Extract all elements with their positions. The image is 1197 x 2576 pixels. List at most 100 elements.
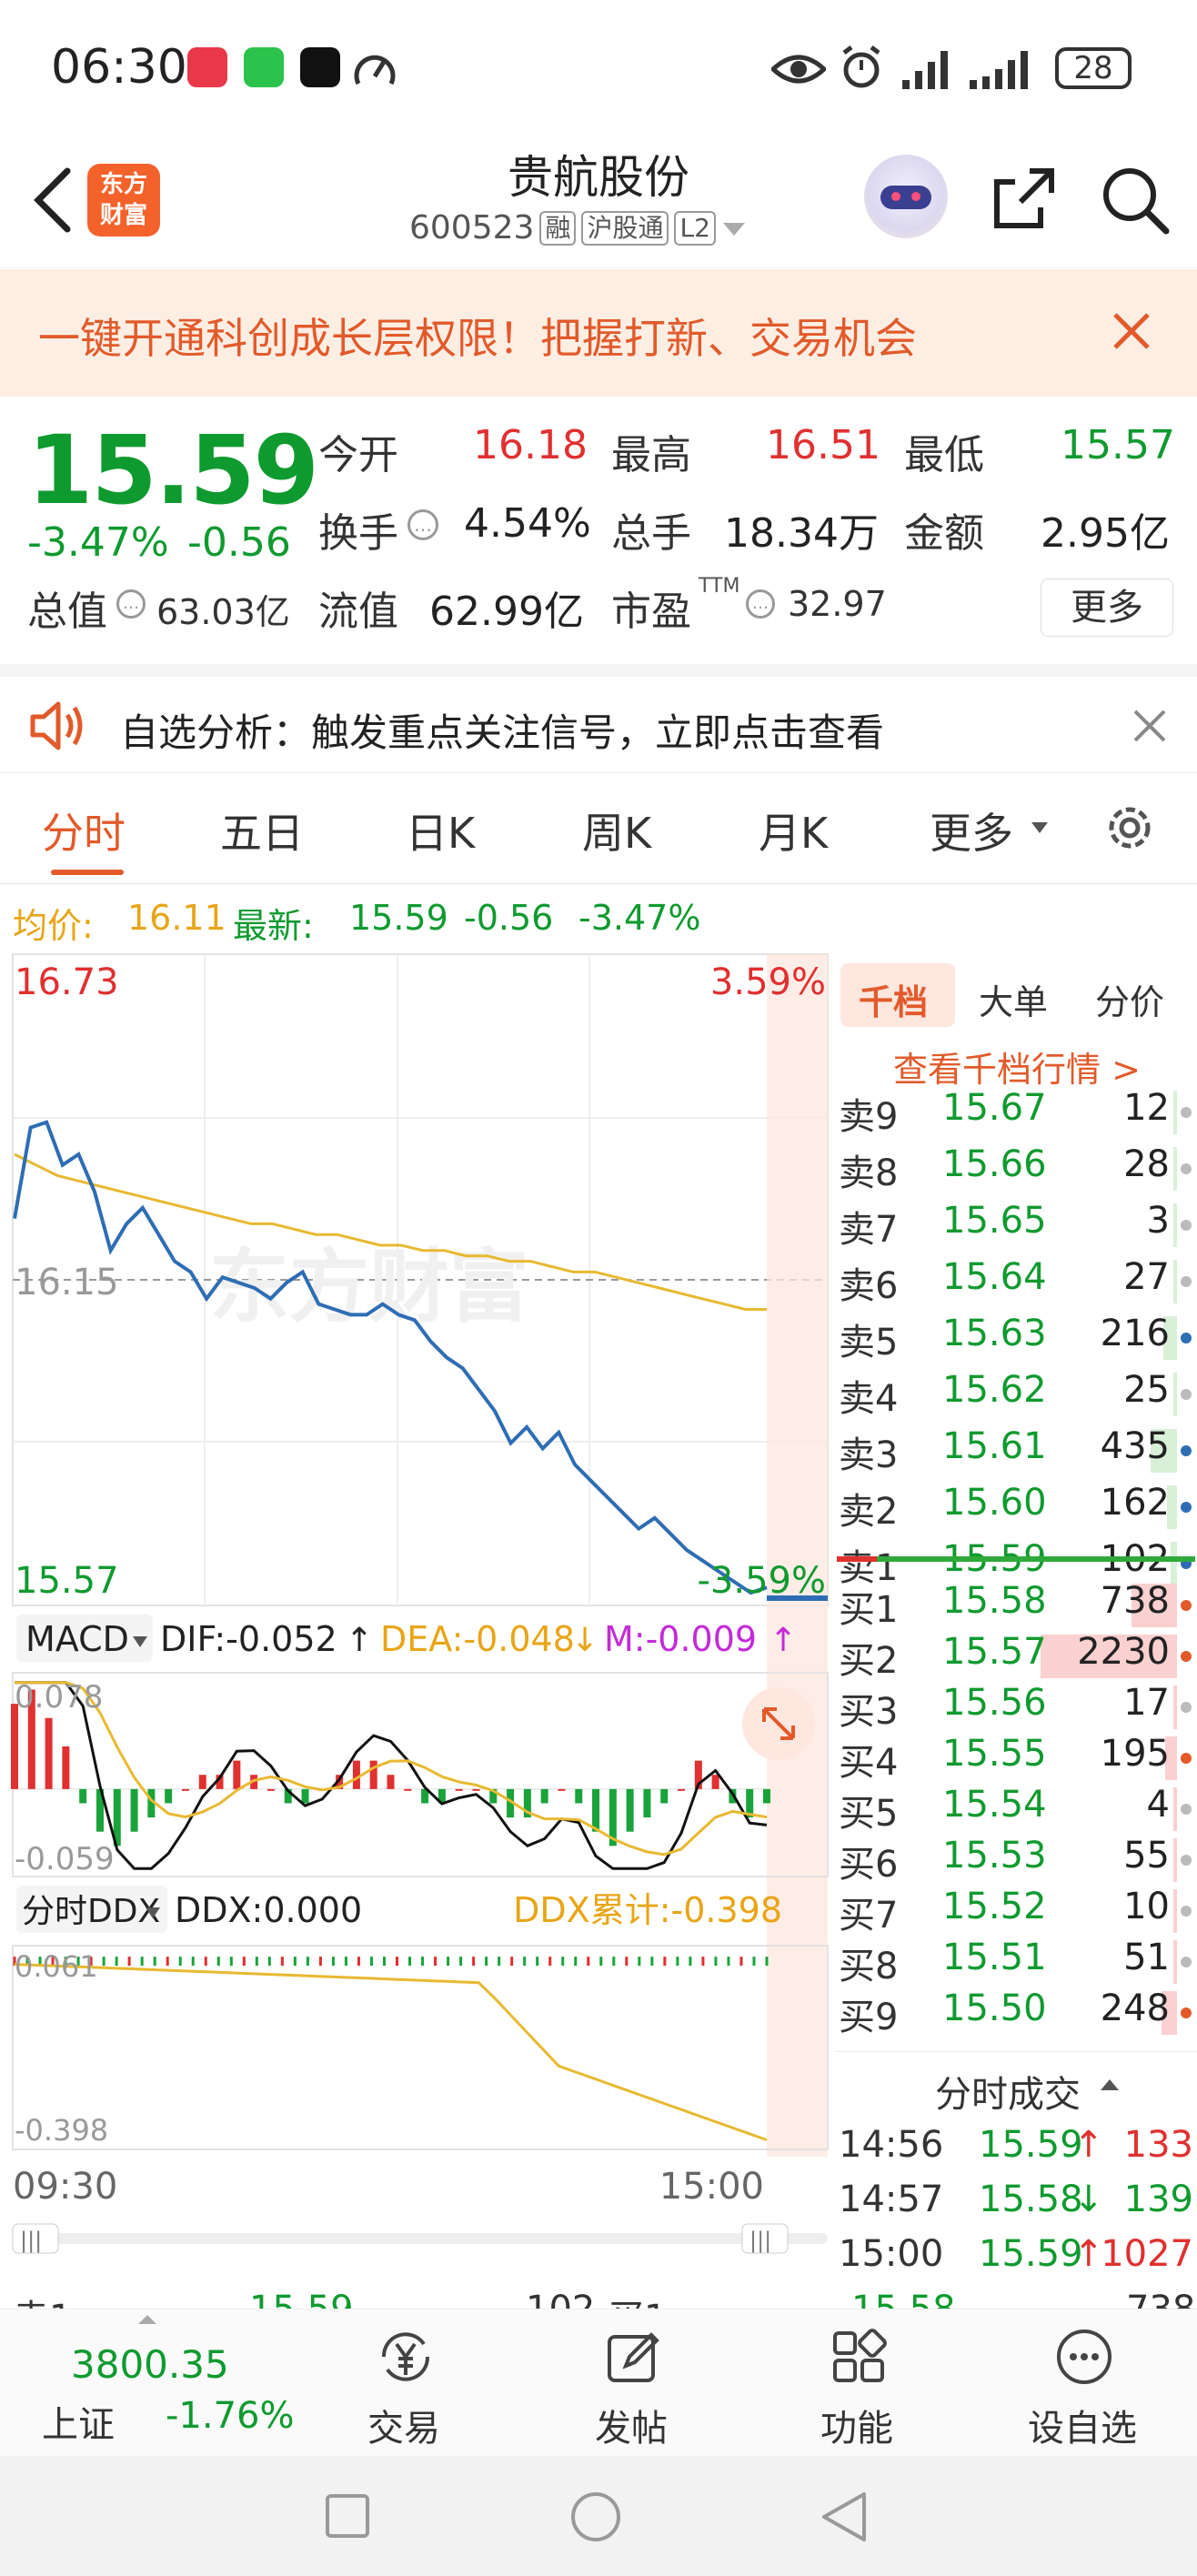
more-button[interactable]: 更多	[1041, 579, 1173, 637]
range-handle-left[interactable]	[12, 2223, 59, 2254]
tab-daily-k[interactable]: 日K	[406, 809, 476, 858]
ddx-bar	[548, 1957, 552, 1967]
share-icon[interactable]	[988, 162, 1061, 235]
ask-row[interactable]: 卖7 15.65 3	[835, 1200, 1197, 1251]
ddx-bar	[127, 1957, 131, 1967]
change-amount: -0.56	[187, 519, 291, 566]
intraday-chart[interactable]: 东方财富 16.73 16.15 15.57 3.59% -3.59% MACD…	[0, 951, 835, 2280]
price-mid-label: 16.15	[15, 1262, 119, 1303]
bid-row[interactable]: 买3 15.56 17	[835, 1682, 1197, 1733]
amount-label: 金额	[904, 510, 984, 557]
index-ticker[interactable]: 3800.35 上证 -1.76%	[0, 2309, 327, 2457]
close-icon[interactable]	[1108, 307, 1155, 355]
close-icon[interactable]	[1133, 709, 1166, 742]
ticks-header[interactable]: 分时成交	[835, 2051, 1197, 2116]
volume-bar	[1165, 1736, 1177, 1780]
price-max-label: 16.73	[15, 961, 119, 1003]
ddx-bar	[587, 1957, 590, 1967]
level-volume: 17	[1123, 1682, 1170, 1724]
tick-direction: ↑	[1073, 2233, 1104, 2275]
ddx-bar	[255, 1957, 258, 1967]
ddx-bar	[369, 1957, 373, 1967]
macd-bar	[523, 1788, 531, 1818]
promo-banner[interactable]: 一键开通科创成长层权限！把握打新、交易机会	[0, 269, 1197, 397]
ddx-bar	[216, 1957, 220, 1967]
volume-bar	[1132, 1584, 1177, 1627]
back-nav-icon[interactable]	[819, 2490, 870, 2543]
ddx-bar	[102, 1957, 106, 1967]
tab-monthly-k[interactable]: 月K	[759, 809, 829, 858]
ddx-selector[interactable]	[16, 1886, 167, 1933]
nav-add-watchlist[interactable]: 设自选	[991, 2309, 1173, 2457]
ask-row[interactable]: 卖5 15.63 216	[835, 1313, 1197, 1363]
ddx-bar	[293, 1957, 297, 1967]
tab-price-dist[interactable]: 分价	[1095, 982, 1165, 1022]
stock-code-row[interactable]: 600523 融 沪股通 L2	[409, 209, 747, 247]
watermark: 东方财富	[209, 1240, 529, 1333]
nav-trade-label: 交易	[367, 2408, 440, 2450]
expand-icon	[762, 1707, 795, 1740]
range-handle-right[interactable]	[741, 2223, 789, 2254]
status-dot	[1181, 1107, 1192, 1118]
ask-row[interactable]: 卖4 15.62 25	[835, 1369, 1197, 1420]
macd-bar	[45, 1717, 53, 1789]
ddx-bar	[280, 1957, 284, 1967]
nav-function[interactable]: 功能	[766, 2309, 948, 2457]
back-icon[interactable]	[27, 164, 78, 236]
search-icon[interactable]	[1097, 162, 1172, 236]
info-icon[interactable]: …	[116, 589, 146, 619]
level-price: 15.55	[942, 1733, 1047, 1775]
level-name: 买2	[839, 1640, 899, 1682]
tab-big-order[interactable]: 大单	[979, 982, 1049, 1022]
bid-row[interactable]: 买5 15.54 4	[835, 1784, 1197, 1835]
signal-icon	[902, 51, 948, 89]
bid-row[interactable]: 买2 15.57 2230	[835, 1631, 1197, 1682]
recent-apps-icon[interactable]	[324, 2492, 371, 2540]
info-icon[interactable]: …	[407, 509, 438, 540]
ddx-min-label: -0.398	[15, 2113, 108, 2148]
ddx-bar	[612, 1957, 616, 1967]
macd-bar	[421, 1788, 429, 1804]
tag-l2: L2	[674, 210, 716, 246]
tab-more[interactable]: 更多	[930, 809, 1013, 858]
stock-name[interactable]: 贵航股份	[508, 151, 689, 204]
volume-bar	[1171, 1542, 1177, 1585]
ddx-bar	[204, 1957, 207, 1967]
gear-icon[interactable]	[1101, 799, 1159, 857]
bid-row[interactable]: 买7 15.52 10	[835, 1886, 1197, 1937]
macd-selector[interactable]	[16, 1615, 153, 1662]
nav-post[interactable]: 发帖	[540, 2309, 722, 2457]
thousand-level-link[interactable]: 查看千档行情 >	[893, 1050, 1141, 1090]
dropdown-icon[interactable]	[721, 219, 747, 237]
bid-row[interactable]: 买4 15.55 195	[835, 1733, 1197, 1784]
home-icon[interactable]	[569, 2490, 622, 2543]
bid-row[interactable]: 买8 15.51 51	[835, 1937, 1197, 1987]
tab-intraday[interactable]: 分时	[42, 809, 126, 858]
status-dot	[1181, 1163, 1192, 1174]
range-track[interactable]	[13, 2233, 828, 2244]
ask-row[interactable]: 卖3 15.61 435	[835, 1425, 1197, 1476]
nav-trade[interactable]: 交易	[313, 2309, 495, 2457]
tab-weekly-k[interactable]: 周K	[582, 809, 652, 858]
ask-row[interactable]: 卖6 15.64 27	[835, 1256, 1197, 1307]
tab-5day[interactable]: 五日	[220, 809, 304, 858]
bid-row[interactable]: 买9 15.50 248	[835, 1987, 1197, 2038]
bid-row[interactable]: 买1 15.58 738	[835, 1580, 1197, 1631]
mini-ask-price: 15.59	[249, 2289, 354, 2309]
bid-row[interactable]: 买6 15.53 55	[835, 1835, 1197, 1886]
tab-thousand-level[interactable]	[840, 963, 955, 1027]
tick-time: 15:00	[839, 2233, 944, 2275]
notice-bar[interactable]: 自选分析：触发重点关注信号，立即点击查看	[0, 664, 1197, 773]
volume-label: 总手	[611, 510, 691, 557]
level-name: 卖4	[839, 1378, 899, 1420]
ask-row[interactable]: 卖8 15.66 28	[835, 1143, 1197, 1194]
ai-assistant-icon[interactable]	[864, 155, 948, 238]
ask-row[interactable]: 卖2 15.60 162	[835, 1482, 1197, 1533]
level-price: 15.67	[942, 1087, 1047, 1129]
macd-name: MACD	[25, 1619, 129, 1659]
info-icon[interactable]: …	[746, 589, 775, 619]
ask-row[interactable]: 卖9 15.67 12	[835, 1087, 1197, 1138]
ddx-cumulative: DDX累计:-0.398	[513, 1890, 782, 1930]
macd-bar	[130, 1788, 138, 1832]
macd-bar	[216, 1775, 224, 1789]
